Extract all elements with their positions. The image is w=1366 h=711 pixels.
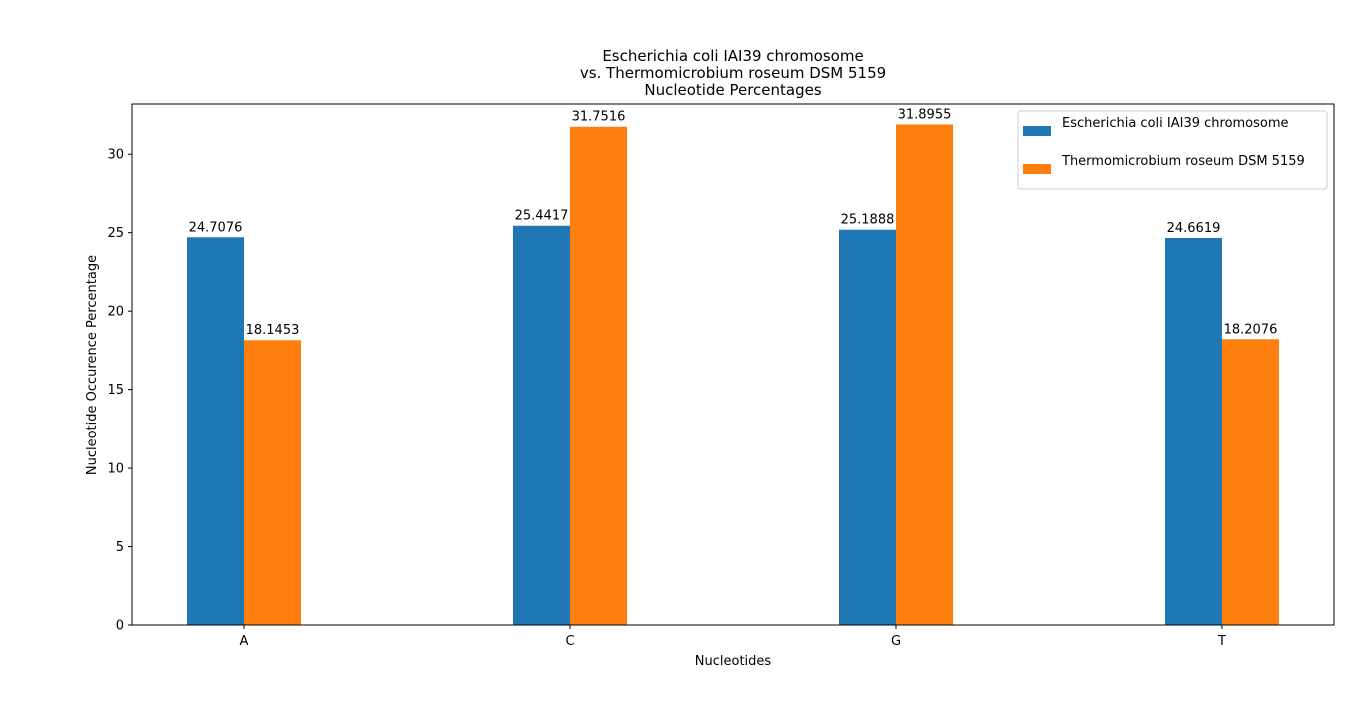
y-tick-label-0: 0	[116, 619, 124, 634]
y-axis-ticks: 0 5 10 15 20 25 30	[107, 148, 132, 634]
y-tick-label-5: 5	[116, 540, 124, 555]
chart-title: Escherichia coli IAI39 chromosome vs. Th…	[580, 47, 886, 99]
data-label-thermomicrobium-roseum-dsm-5159-c: 31.7516	[572, 110, 626, 125]
y-tick-label-10: 10	[107, 462, 124, 477]
chart-title-line-3: Nucleotide Percentages	[644, 81, 821, 99]
bars-group	[187, 124, 1279, 626]
y-tick-label-25: 25	[107, 226, 124, 241]
data-label-escherichia-coli-iai39-chromosome-c: 25.4417	[515, 209, 569, 224]
bar-escherichia-coli-iai39-chromosome-g	[839, 229, 896, 625]
legend-label-troseum: Thermomicrobium roseum DSM 5159	[1061, 154, 1305, 169]
bar-thermomicrobium-roseum-dsm-5159-c	[570, 126, 627, 626]
data-label-thermomicrobium-roseum-dsm-5159-g: 31.8955	[898, 107, 952, 122]
x-axis-label: Nucleotides	[695, 654, 772, 669]
bar-escherichia-coli-iai39-chromosome-c	[513, 225, 570, 626]
bar-thermomicrobium-roseum-dsm-5159-a	[244, 340, 301, 625]
chart-title-line-1: Escherichia coli IAI39 chromosome	[602, 47, 863, 65]
legend-swatch-ecoli	[1023, 126, 1051, 136]
x-tick-label-a: A	[240, 634, 249, 649]
legend-frame	[1017, 110, 1328, 190]
legend-label-ecoli: Escherichia coli IAI39 chromosome	[1062, 116, 1289, 131]
data-label-escherichia-coli-iai39-chromosome-g: 25.1888	[841, 213, 895, 228]
plot-area-frame	[131, 103, 1335, 626]
y-tick-label-15: 15	[107, 383, 124, 398]
data-label-thermomicrobium-roseum-dsm-5159-a: 18.1453	[246, 323, 300, 338]
data-label-thermomicrobium-roseum-dsm-5159-t: 18.2076	[1224, 322, 1278, 337]
x-tick-label-t: T	[1217, 634, 1226, 649]
data-label-escherichia-coli-iai39-chromosome-t: 24.6619	[1167, 221, 1221, 236]
legend: Escherichia coli IAI39 chromosome Thermo…	[1017, 110, 1328, 190]
data-labels-group: 24.7076 25.4417 25.1888 24.6619 18.1453 31.75…	[189, 107, 1278, 338]
y-tick-label-30: 30	[107, 148, 124, 163]
x-tick-label-g: G	[891, 634, 901, 649]
legend-swatch-troseum	[1023, 164, 1051, 174]
data-label-escherichia-coli-iai39-chromosome-a: 24.7076	[189, 220, 243, 235]
bar-escherichia-coli-iai39-chromosome-a	[187, 237, 244, 625]
bar-escherichia-coli-iai39-chromosome-t	[1165, 237, 1222, 625]
x-tick-label-c: C	[565, 634, 574, 649]
bar-thermomicrobium-roseum-dsm-5159-t	[1222, 339, 1279, 625]
y-tick-label-20: 20	[107, 305, 124, 320]
chart-title-line-2: vs. Thermomicrobium roseum DSM 5159	[580, 64, 886, 82]
y-axis-label: Nucleotide Occurence Percentage	[85, 255, 100, 475]
bar-thermomicrobium-roseum-dsm-5159-g	[896, 124, 953, 625]
